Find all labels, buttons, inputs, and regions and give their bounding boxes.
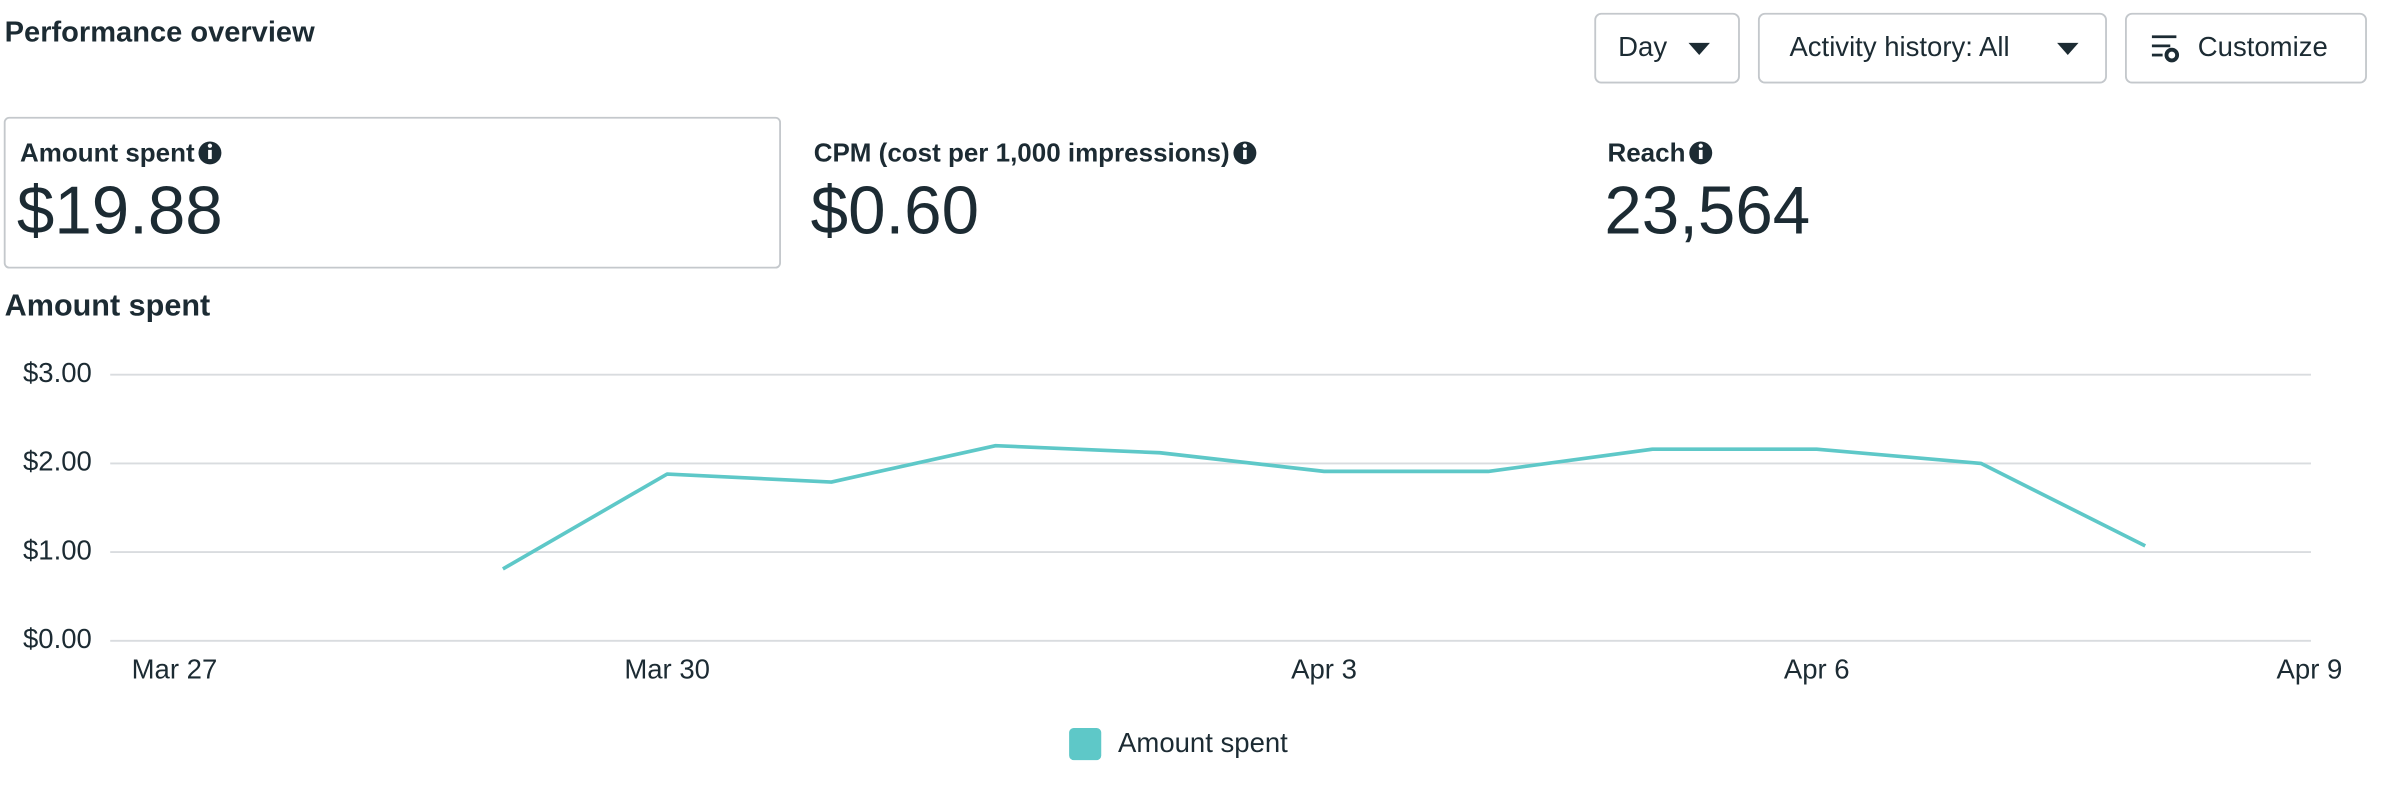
info-dot xyxy=(1698,143,1703,148)
info-stem xyxy=(1243,149,1247,160)
info-icon xyxy=(1233,141,1257,165)
legend-label: Amount spent xyxy=(1118,727,1288,758)
button-frame xyxy=(1757,12,2107,84)
x-tick-label: Apr 6 xyxy=(1784,654,1850,685)
metric-value: 23,564 xyxy=(1604,173,1810,248)
info-dot xyxy=(207,143,213,148)
x-tick-label: Apr 3 xyxy=(1291,654,1357,685)
metric-label: Amount spent xyxy=(20,137,195,167)
info-stem xyxy=(1698,149,1703,160)
legend-item: Amount spent xyxy=(1069,727,1288,761)
y-tick-label: $2.00 xyxy=(23,446,92,477)
metric-value: $19.88 xyxy=(17,173,223,248)
x-tick-label: Apr 9 xyxy=(2277,654,2343,685)
x-tick-label: Mar 27 xyxy=(132,654,218,685)
customize-button[interactable]: Customize xyxy=(2124,12,2367,84)
y-tick-label: $0.00 xyxy=(23,623,92,654)
info-icon xyxy=(1689,141,1713,165)
button-label: Activity history: All xyxy=(1789,31,2009,62)
y-tick-label: $1.00 xyxy=(23,534,92,565)
activity-button[interactable]: Activity history: All xyxy=(1757,12,2107,84)
data-line xyxy=(501,443,2147,571)
button-frame xyxy=(2124,12,2367,84)
button-label: Day xyxy=(1618,31,1667,62)
period-button[interactable]: Day xyxy=(1594,12,1740,84)
metric-value: $0.60 xyxy=(811,173,979,248)
info-dot xyxy=(1242,143,1248,148)
legend-swatch xyxy=(1069,727,1102,761)
metric-label: Reach xyxy=(1607,137,1685,167)
button-frame xyxy=(1594,12,1740,84)
customize-icon xyxy=(2151,35,2180,63)
dropdown-arrow xyxy=(1688,42,1710,56)
metric-card-selected[interactable] xyxy=(3,116,781,269)
x-tick-label: Mar 30 xyxy=(624,654,710,685)
chart-title: Amount spent xyxy=(5,288,211,322)
info-stem xyxy=(208,149,212,160)
metric-label: CPM (cost per 1,000 impressions) xyxy=(814,137,1230,167)
button-label: Customize xyxy=(2198,31,2328,62)
y-tick-label: $3.00 xyxy=(23,357,92,388)
info-icon xyxy=(198,141,222,165)
page-title: Performance overview xyxy=(5,16,315,48)
dropdown-arrow xyxy=(2057,42,2079,56)
